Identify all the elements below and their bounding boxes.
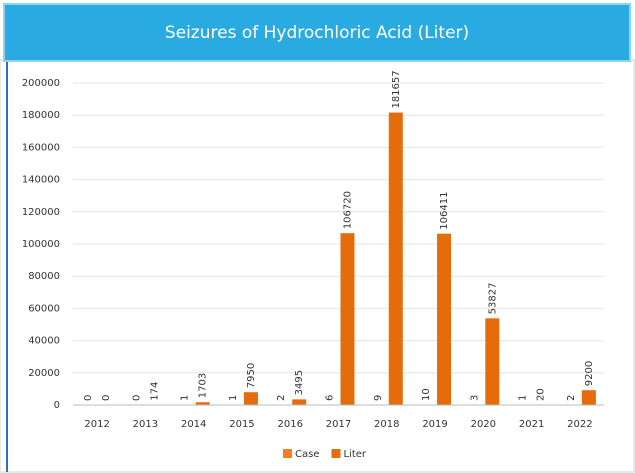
x-tick-label: 2013	[133, 419, 158, 430]
x-tick-label: 2015	[229, 419, 254, 430]
data-label: 9	[373, 395, 384, 401]
y-tick-label: 160000	[22, 142, 60, 153]
title-banner	[3, 3, 631, 62]
data-label: 1703	[198, 373, 209, 398]
data-label: 0	[101, 395, 112, 401]
data-label: 1	[518, 395, 529, 401]
legend-swatch	[283, 449, 292, 458]
y-tick-label: 40000	[28, 336, 60, 347]
data-label: 106720	[343, 191, 354, 229]
x-tick-label: 2014	[181, 419, 206, 430]
data-label: 10	[421, 388, 432, 401]
y-tick-label: 140000	[22, 175, 60, 186]
chart-title: Seizures of Hydrochloric Acid (Liter)	[165, 23, 469, 43]
y-tick-label: 180000	[22, 110, 60, 121]
y-tick-label: 200000	[22, 78, 60, 89]
bar	[292, 399, 307, 405]
y-tick-label: 0	[54, 400, 60, 411]
x-tick-label: 2021	[519, 419, 544, 430]
data-label: 53827	[487, 283, 498, 315]
y-tick-label: 60000	[28, 303, 60, 314]
bar	[340, 233, 355, 405]
chart-frame	[0, 59, 635, 473]
bar	[388, 112, 403, 405]
legend-swatch	[331, 449, 341, 458]
bar	[243, 392, 258, 405]
data-label: 0	[83, 395, 94, 401]
legend-label: Case	[295, 449, 319, 460]
x-tick-label: 2018	[374, 419, 399, 430]
y-tick-label: 20000	[28, 368, 60, 379]
bar	[437, 233, 452, 405]
data-label: 174	[149, 382, 160, 401]
data-label: 106411	[439, 191, 450, 229]
data-label: 9200	[584, 361, 595, 386]
x-tick-label: 2017	[326, 419, 351, 430]
y-tick-label: 120000	[22, 207, 60, 218]
y-tick-label: 80000	[28, 271, 60, 282]
data-label: 6	[325, 395, 336, 401]
data-label: 1	[228, 395, 239, 401]
x-tick-label: 2020	[471, 419, 496, 430]
x-tick-label: 2016	[278, 419, 303, 430]
x-tick-label: 2022	[567, 419, 592, 430]
data-label: 181657	[391, 70, 402, 108]
x-tick-label: 2012	[84, 419, 109, 430]
bar	[485, 318, 500, 405]
data-label: 20	[536, 388, 547, 401]
data-label: 7950	[246, 363, 257, 388]
data-label: 1	[180, 395, 191, 401]
data-label: 2	[276, 395, 287, 401]
x-tick-label: 2019	[422, 419, 447, 430]
legend-label: Liter	[343, 449, 366, 460]
data-label: 3	[469, 395, 480, 401]
bar	[581, 390, 596, 405]
y-tick-label: 100000	[22, 239, 60, 250]
data-label: 0	[131, 395, 142, 401]
data-label: 3495	[294, 370, 305, 395]
data-label: 2	[566, 395, 577, 401]
bar	[195, 402, 210, 405]
